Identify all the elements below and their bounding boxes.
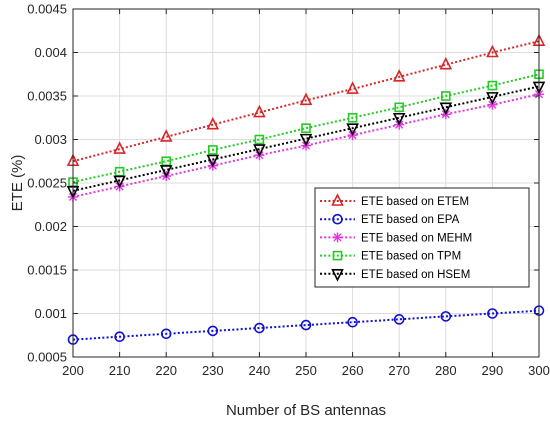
x-tick-label: 220 [155,363,177,378]
y-tick-label: 0.0025 [27,176,67,191]
data-point [114,331,125,343]
x-tick-label: 260 [342,363,364,378]
data-point [440,91,451,101]
data-point [254,322,265,334]
legend-item: ETE based on EPA [320,213,460,226]
x-tick-label: 280 [435,363,457,378]
data-point [301,123,311,133]
legend-item: ETE based on TPM [320,251,461,263]
x-tick-label: 200 [62,363,84,378]
series-4 [68,69,544,187]
x-tick-label: 230 [202,363,224,378]
legend-label: ETE based on EPA [361,214,460,226]
legend-marker [331,193,344,206]
data-point [392,69,406,82]
x-tick-label: 250 [295,363,317,378]
legend-marker [332,232,343,243]
data-point [159,129,173,142]
data-point [439,102,453,116]
x-tick-label: 300 [528,363,550,378]
series-1 [66,33,546,167]
plot-series [66,33,546,345]
asterisk-stroke [333,233,342,242]
legend-label: ETE based on HSEM [361,269,470,281]
data-point [113,141,126,154]
data-point [347,316,358,328]
data-point [487,308,498,319]
y-tick-label: 0.003 [34,132,67,147]
data-point [487,80,498,91]
data-point [440,311,452,322]
y-tick-label: 0.002 [34,219,67,234]
data-point [346,123,359,136]
legend-item: ETE based on ETEM [320,193,469,208]
y-tick-label: 0.0005 [27,350,67,365]
asterisk-stroke [488,100,497,109]
data-point [392,112,406,126]
legend-marker [332,213,343,225]
legend-marker [331,268,344,282]
data-point [393,314,405,325]
data-point [253,144,266,157]
x-tick-label: 240 [249,363,271,378]
legend-marker [332,250,343,261]
data-point [207,325,219,337]
data-point [113,175,126,189]
y-tick-label: 0.004 [34,45,67,60]
data-point [299,133,313,147]
data-point [299,92,313,106]
data-point [347,112,358,123]
legend-label: ETE based on TPM [361,251,461,263]
x-axis-label: Number of BS antennas [226,402,386,419]
data-point [300,319,312,331]
x-tick-label: 270 [388,363,410,378]
legend-label: ETE based on ETEM [361,196,469,208]
legend: ETE based on ETEM ETE based on EPA ETE bas… [314,187,530,288]
data-point [253,104,266,118]
data-point [159,165,173,178]
data-point [439,56,453,70]
data-point [346,81,359,94]
y-axis-label: ETE (%) [9,155,26,212]
data-point [486,92,499,105]
y-tick-label: 0.001 [34,306,67,321]
legend-label: ETE based on MEHM [361,232,472,244]
data-point [394,102,405,113]
axis-ticks: 200 210 220 230 240 250 260 270 280 290 300 0.0005 0… [27,2,550,379]
y-tick-label: 0.0045 [27,2,67,17]
data-point [206,154,220,168]
y-tick-label: 0.0035 [27,89,67,104]
data-point [160,328,172,340]
data-point [254,134,265,145]
series-line [72,40,540,163]
data-point [208,145,218,155]
y-tick-label: 0.0015 [27,263,67,278]
legend-item: ETE based on MEHM [320,232,472,244]
x-tick-label: 290 [482,363,504,378]
data-point [206,116,220,130]
data-point [486,44,499,58]
series-2 [67,305,545,345]
x-tick-label: 210 [109,363,131,378]
legend-item: ETE based on HSEM [320,268,470,282]
